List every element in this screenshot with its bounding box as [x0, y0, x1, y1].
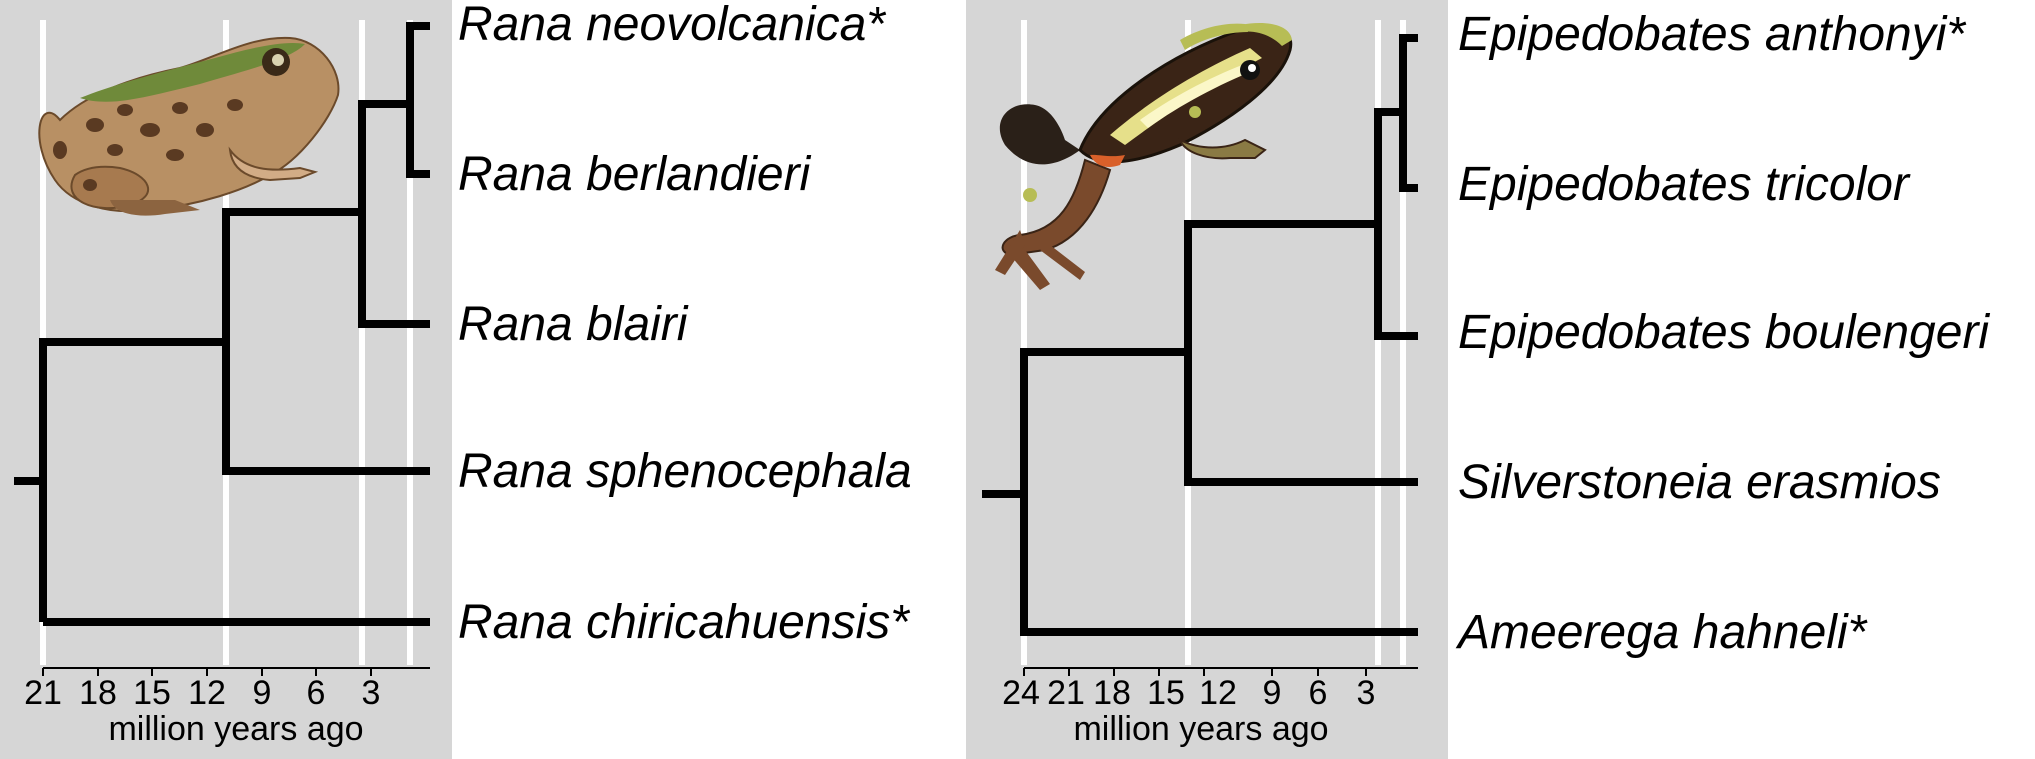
time-axis: 21 18 15 12 9 6 3 million years ago [24, 667, 430, 748]
axis-tick-label: 18 [1093, 674, 1131, 712]
poison-dart-frog-icon [995, 22, 1293, 290]
taxon-label: Ameerega hahneli* [1455, 606, 1868, 659]
axis-title: million years ago [1073, 710, 1328, 748]
axis-tick-label: 9 [253, 674, 272, 712]
taxa-labels-rana: Rana neovolcanica* Rana berlandieri Rana… [458, 0, 912, 649]
tree-branches [982, 34, 1418, 636]
axis-tick-label: 9 [1263, 674, 1282, 712]
axis-tick-label: 6 [307, 674, 326, 712]
taxon-label: Epipedobates boulengeri [1458, 306, 1990, 359]
axis-title: million years ago [108, 710, 363, 748]
taxon-label: Rana chiricahuensis* [458, 596, 910, 649]
axis-tick-label: 15 [1147, 674, 1185, 712]
axis-tick-label: 18 [79, 674, 117, 712]
leopard-frog-icon [38, 36, 340, 216]
taxon-label: Rana berlandieri [458, 148, 812, 201]
axis-tick-label: 24 [1002, 674, 1040, 712]
taxon-label: Rana blairi [458, 298, 689, 351]
axis-tick-label: 15 [133, 674, 171, 712]
axis-tick-label: 21 [1047, 674, 1085, 712]
axis-tick-label: 21 [24, 674, 62, 712]
taxon-label: Silverstoneia erasmios [1458, 456, 1941, 509]
panel-epipedobates: 24 21 18 15 12 9 6 3 million years ago [966, 0, 1448, 759]
axis-tick-label: 3 [362, 674, 381, 712]
time-axis: 24 21 18 15 12 9 6 3 million years ago [1002, 667, 1418, 748]
axis-tick-label: 12 [1199, 674, 1237, 712]
axis-tick-label: 3 [1357, 674, 1376, 712]
taxa-labels-epipedobates: Epipedobates anthonyi* Epipedobates tric… [1455, 8, 1990, 659]
tree-branches [14, 22, 430, 626]
panel-rana: 21 18 15 12 9 6 3 million years ago [0, 0, 452, 759]
taxon-label: Rana neovolcanica* [458, 0, 886, 51]
taxon-label: Rana sphenocephala [458, 445, 912, 498]
axis-tick-label: 12 [188, 674, 226, 712]
axis-tick-label: 6 [1309, 674, 1328, 712]
taxon-label: Epipedobates anthonyi* [1458, 8, 1966, 61]
taxon-label: Epipedobates tricolor [1458, 158, 1911, 211]
